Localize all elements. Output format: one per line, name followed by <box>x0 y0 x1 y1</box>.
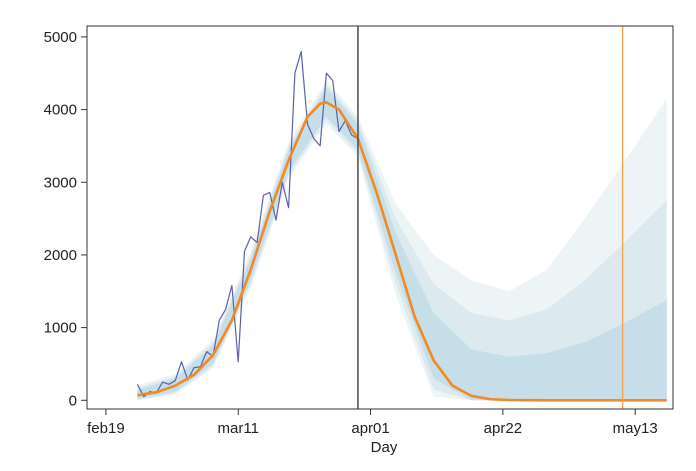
confidence-band-1 <box>137 87 667 401</box>
y-axis: 0 1000 2000 3000 4000 5000 <box>44 29 87 409</box>
observed-series-line <box>136 50 359 398</box>
series-group <box>136 50 667 402</box>
x-tick-label: apr22 <box>484 420 522 437</box>
vertical-lines <box>357 26 624 409</box>
plot-frame <box>86 25 674 410</box>
confidence-band-2 <box>137 84 667 401</box>
y-tick-label: 0 <box>69 392 77 409</box>
x-axis-title: Day <box>371 439 398 456</box>
confidence-bands <box>137 80 667 401</box>
x-tick-label: apr01 <box>351 420 389 437</box>
fitted-series-line <box>137 101 667 402</box>
y-tick-label: 3000 <box>44 174 77 191</box>
x-axis: feb19 mar11 apr01 apr22 may13 <box>87 409 658 437</box>
x-tick-label: may13 <box>613 420 658 437</box>
x-tick-label: mar11 <box>218 420 259 437</box>
y-tick-label: 4000 <box>44 102 77 119</box>
y-tick-label: 1000 <box>44 320 77 337</box>
x-tick-label: feb19 <box>87 420 125 437</box>
y-tick-label: 5000 <box>44 29 77 46</box>
y-tick-label: 2000 <box>44 247 77 264</box>
